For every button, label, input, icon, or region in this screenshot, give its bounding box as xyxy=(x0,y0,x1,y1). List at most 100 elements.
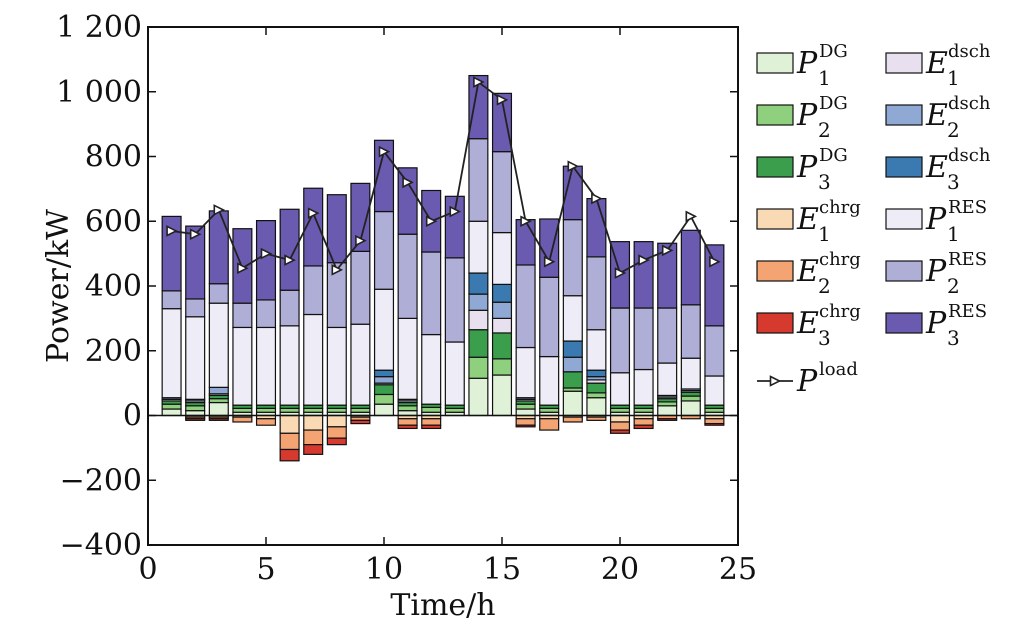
bar-segment-p3-res xyxy=(491,92,513,153)
legend-symbol: E xyxy=(796,202,819,237)
bar-segment-p1-res xyxy=(303,313,324,406)
bar-segment-p3-res xyxy=(586,197,607,258)
bar-segment-e2-dsch xyxy=(373,376,395,384)
bar-segment-e3-chrg xyxy=(185,418,206,421)
bar-segment-p1-res xyxy=(161,308,182,399)
load-point xyxy=(260,247,273,260)
bar-segment-p3-res xyxy=(539,218,560,278)
load-line xyxy=(171,80,716,275)
bar-segment-p2-dg xyxy=(397,405,418,412)
legend-item-p1-res: P RES 1 xyxy=(885,197,987,246)
legend-swatch xyxy=(885,156,923,178)
bar-segment-p1-res xyxy=(350,323,371,406)
bar-segment-p1-res xyxy=(562,295,583,342)
bar-segment-e3-dsch xyxy=(491,283,513,303)
bar-segment-p1-dg xyxy=(161,408,182,417)
bar-segment-p1-res xyxy=(397,317,418,400)
bar-segment-p1-dg xyxy=(680,400,701,417)
load-point xyxy=(473,76,485,88)
bar-segment-p3-res xyxy=(279,208,300,291)
load-point xyxy=(449,205,462,218)
x-tick-label: 5 xyxy=(256,552,275,587)
bar-segment-e2-chrg xyxy=(255,418,277,426)
bar-segment-p2-res xyxy=(350,250,371,325)
y-tick-label: −200 xyxy=(60,463,142,498)
bar-segment-p3-res xyxy=(208,210,229,285)
y-tick-label: 1 000 xyxy=(56,75,142,110)
load-point xyxy=(402,176,414,189)
bar-segment-e1-dsch xyxy=(491,317,513,334)
legend-swatch xyxy=(885,104,923,126)
bar-segment-p3-res xyxy=(444,195,465,259)
bar-segment-p3-res xyxy=(185,225,206,300)
y-tick-label: −400 xyxy=(60,528,142,563)
bar-segment-p1-res xyxy=(421,333,442,405)
legend-superscript: chrg xyxy=(819,301,861,322)
bar-segment-e3-chrg xyxy=(303,444,324,455)
bar-segment-e3-chrg xyxy=(279,448,300,462)
bar-segment-p2-res xyxy=(397,233,418,319)
bar-segment-p1-dg xyxy=(208,401,229,417)
legend-swatch xyxy=(756,208,794,230)
legend-symbol: P xyxy=(796,46,818,81)
load-point xyxy=(709,255,721,268)
load-point xyxy=(685,210,698,223)
load-point xyxy=(591,192,603,205)
bar-segment-p3-res xyxy=(468,74,489,140)
bar-segment-p2-res xyxy=(515,264,536,349)
bar-segment-e2-chrg xyxy=(539,418,560,431)
bar-segment-p1-dg xyxy=(562,390,583,417)
load-point xyxy=(284,254,296,266)
legend-item-p2-dg: P DG 2 xyxy=(756,93,848,142)
bar-segment-p2-dg xyxy=(468,356,489,379)
legend-subscript: 3 xyxy=(818,326,831,350)
legend-item-p2-res: P RES 2 xyxy=(885,249,987,298)
bar-segment-p1-res xyxy=(208,302,229,388)
legend-symbol: E xyxy=(925,98,948,133)
load-point xyxy=(237,262,249,274)
legend-superscript: RES xyxy=(948,197,987,218)
bar-segment-p1-res xyxy=(468,220,489,274)
bar-segment-p2-dg xyxy=(680,395,701,402)
legend-swatch xyxy=(756,104,794,126)
bar-segment-p1-res xyxy=(255,326,277,406)
bar-segment-p1-dg xyxy=(586,397,607,417)
bar-segment-p2-res xyxy=(704,325,725,377)
bar-segment-p2-res xyxy=(208,283,229,304)
bar-segment-p3-res xyxy=(161,215,182,292)
bar-segment-p2-res xyxy=(373,210,395,290)
load-point xyxy=(520,215,532,228)
bar-segment-p2-dg xyxy=(491,358,513,376)
bar-segment-p2-res xyxy=(161,290,182,310)
bar-segment-p3-res xyxy=(633,241,654,309)
legend-subscript: 3 xyxy=(818,170,831,194)
bar-segment-p1-res xyxy=(704,375,725,406)
bar-segment-e2-chrg xyxy=(633,418,654,426)
legend-swatch xyxy=(885,260,923,282)
x-tick-label: 20 xyxy=(601,552,639,587)
bar-segment-p3-dg xyxy=(491,332,513,360)
bar-segment-e2-chrg xyxy=(397,418,418,426)
bar-segment-e3-chrg xyxy=(421,424,442,430)
bar-segment-p2-res xyxy=(468,138,489,222)
bar-segment-e3-chrg xyxy=(350,419,371,425)
legend-swatch xyxy=(885,52,923,74)
bar-segment-p2-res xyxy=(421,251,442,336)
load-point xyxy=(166,225,178,237)
legend-subscript: 1 xyxy=(947,66,960,90)
bar-segment-p3-res xyxy=(326,194,347,264)
bar-segment-p3-res xyxy=(515,219,536,266)
legend-swatch xyxy=(756,156,794,178)
bar-segment-e2-chrg xyxy=(421,418,442,426)
bar-segment-p1-res xyxy=(539,355,560,406)
bar-segment-e2-chrg xyxy=(326,426,347,439)
bar-segment-p3-res xyxy=(255,220,277,301)
legend-symbol: E xyxy=(925,150,948,185)
bar-segment-e3-chrg xyxy=(657,418,678,421)
bar-segment-e3-chrg xyxy=(704,422,725,426)
y-tick-label: 400 xyxy=(85,269,142,304)
